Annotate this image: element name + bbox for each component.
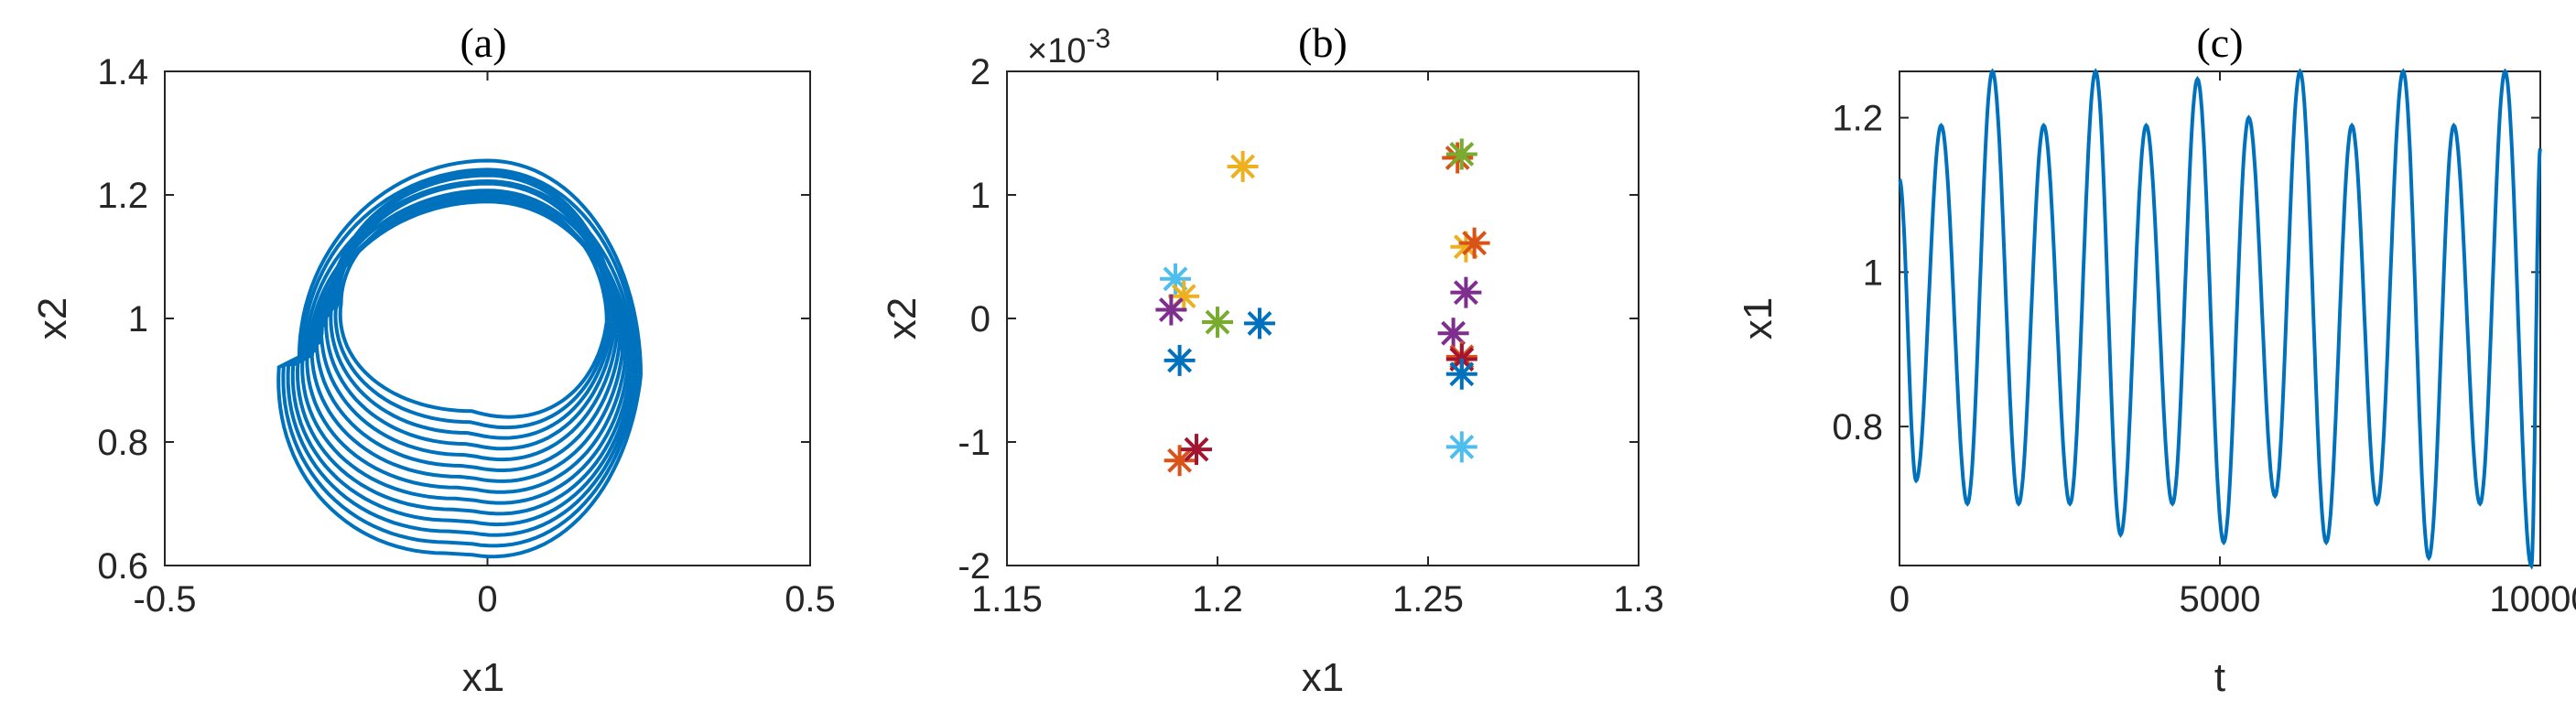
panel0-xtick-label: 0	[477, 579, 497, 620]
panel-b-asterisk-marker	[1445, 138, 1477, 170]
panel-b-asterisk-marker	[1445, 431, 1477, 463]
panel-a-axes	[164, 70, 811, 566]
panel-a-ylabel: x2	[30, 297, 75, 339]
panel0-xtick-label: -0.5	[134, 579, 197, 620]
panel-b-asterisk-stroke	[1453, 280, 1478, 306]
panel0-ytick-label: 1	[128, 299, 148, 339]
panel-b-asterisk-marker	[1445, 358, 1477, 390]
panel-a-trajectory-loop	[290, 189, 635, 527]
panel0-ytick-label: 1.4	[97, 52, 148, 92]
panel2-ytick-label: 0.8	[1832, 407, 1883, 447]
panel-b-asterisk-marker	[1227, 150, 1259, 182]
panel-b-asterisk-stroke	[1205, 309, 1230, 335]
panel0-xtick-label: 0.5	[785, 579, 836, 620]
panel-b-exponent-power: -3	[1086, 24, 1110, 54]
panel1-ytick-label: 0	[970, 299, 990, 339]
panel-b-asterisk-stroke	[1167, 348, 1193, 373]
panel-b-asterisk-stroke	[1441, 320, 1467, 346]
panel-a-trajectory-loop	[286, 178, 638, 537]
panel-a-trajectory-loop	[295, 198, 633, 516]
panel-b-asterisk-stroke	[1449, 361, 1475, 387]
panel1-ytick-label: -1	[958, 423, 990, 463]
panel-b-ylabel: x2	[880, 297, 925, 339]
panel-b-asterisk-stroke	[1449, 142, 1475, 167]
panel-b: (b) x1 x2 ×10-3 1.15 1.2 1.25 1.3 -2 -1 0 1 2	[880, 19, 1664, 700]
panel2-xtick-label: 5000	[2180, 579, 2261, 620]
panel-c-series-line	[1898, 68, 2542, 570]
panel-a-trajectory-loop	[319, 172, 620, 462]
panel-a-trajectory-loop	[333, 181, 612, 430]
panel-b-asterisk-stroke	[1163, 266, 1188, 292]
panel-b-asterisk-marker	[1155, 294, 1187, 326]
panel-a-title: (a)	[460, 19, 506, 66]
panel-b-asterisk-marker	[1164, 445, 1196, 477]
panel-c-title: (c)	[2196, 19, 2243, 66]
panel-b-asterisk-marker	[1437, 318, 1469, 350]
panel-b-asterisk-marker	[1202, 307, 1233, 339]
panel-b-asterisk-stroke	[1462, 231, 1488, 256]
panel-b-asterisk-stroke	[1167, 447, 1193, 473]
panel-a-trajectory-loop	[281, 167, 641, 548]
panel-b-asterisk-marker	[1181, 434, 1212, 466]
panel-b-asterisk-marker	[1458, 227, 1490, 259]
panel1-xtick-label: 1.2	[1192, 579, 1243, 620]
panel-b-exponent: ×10-3	[1027, 24, 1110, 70]
panel-c-ylabel: x1	[1736, 297, 1780, 339]
panel1-xtick-label: 1.15	[971, 579, 1043, 620]
panel2-xtick-label: 0	[1889, 579, 1910, 620]
panel-b-xlabel: x1	[1302, 655, 1344, 700]
panel2-ytick-label: 1	[1863, 253, 1883, 293]
panel1-ytick-label: 2	[970, 52, 990, 92]
panel-b-asterisk-stroke	[1247, 310, 1272, 336]
panel-a-xlabel: x1	[462, 655, 504, 700]
panel-a-trajectory-loop	[276, 158, 643, 559]
panel-b-asterisk-stroke	[1230, 154, 1256, 179]
panel0-ytick-label: 0.6	[97, 546, 148, 587]
panel1-ytick-label: 1	[970, 176, 990, 216]
panel1-ytick-label: -2	[958, 546, 990, 587]
panel0-ytick-label: 0.8	[97, 423, 148, 463]
panel-b-asterisk-marker	[1244, 307, 1275, 339]
panel-b-asterisk-stroke	[1449, 434, 1475, 459]
panel1-xtick-label: 1.25	[1392, 579, 1464, 620]
panel-b-title: (b)	[1298, 19, 1348, 66]
panel0-ytick-label: 1.2	[97, 176, 148, 216]
panel-b-asterisk-stroke	[1158, 297, 1184, 322]
panel-b-asterisk-stroke	[1184, 436, 1209, 462]
panel-a: (a) x1 x2 -0.5 0 0.5 0.6 0.8 1 1.2 1.4	[30, 19, 836, 700]
panel-c-xlabel: t	[2214, 655, 2225, 700]
panel2-ytick-label: 1.2	[1832, 99, 1883, 139]
panel1-xtick-label: 1.3	[1613, 579, 1664, 620]
panel-b-asterisk-marker	[1450, 276, 1482, 308]
panel-b-asterisk-marker	[1164, 344, 1196, 376]
panel-b-axes	[1006, 70, 1640, 566]
panel-b-exponent-base: ×10	[1027, 32, 1086, 70]
panel-a-trajectory-loop	[338, 192, 609, 419]
